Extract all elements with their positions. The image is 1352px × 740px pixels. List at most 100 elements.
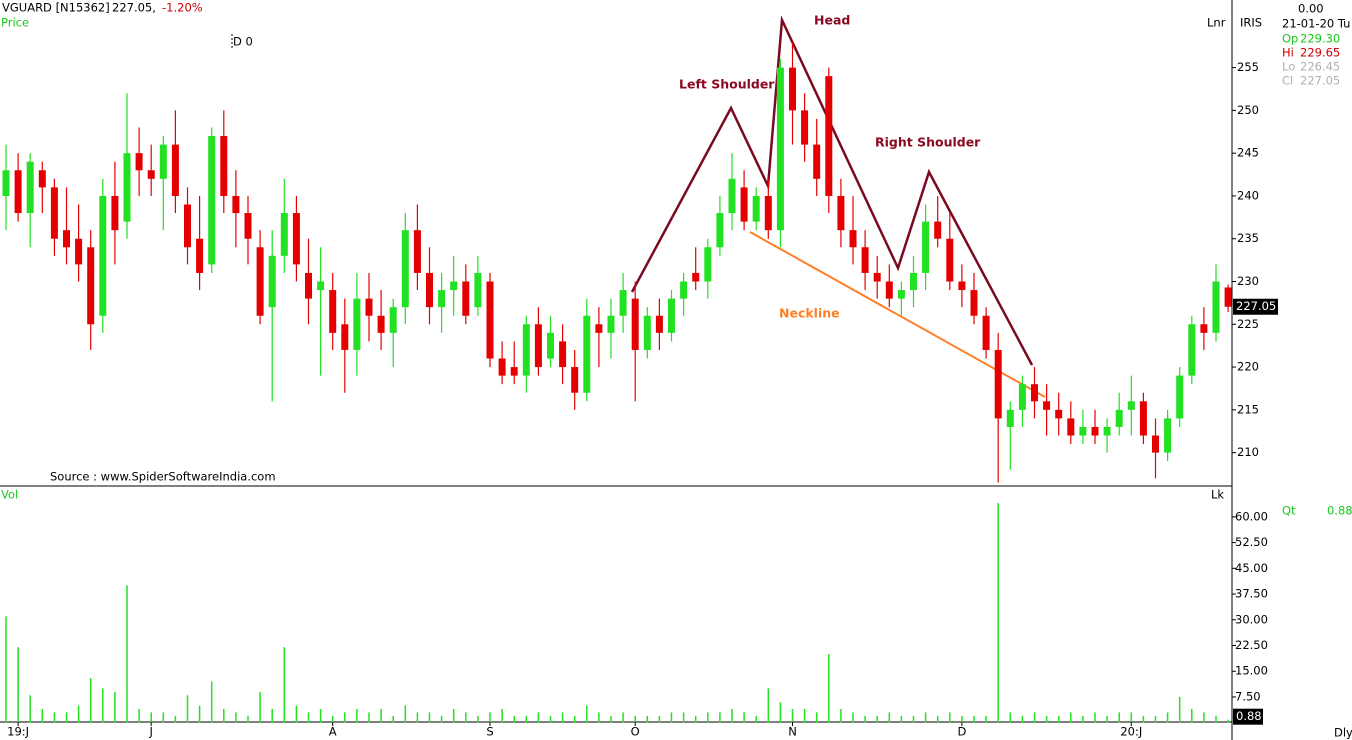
panel-title: IRIS	[1240, 16, 1262, 30]
candle-body	[244, 213, 252, 239]
panel-value: 0.00	[1298, 2, 1324, 16]
y-tick-label: 250	[1237, 103, 1259, 117]
x-tick-label: J	[148, 725, 152, 739]
candle-body	[607, 315, 615, 333]
candle-body	[643, 315, 651, 350]
y-tick-label: 210	[1237, 445, 1259, 459]
candle-body	[873, 272, 881, 282]
candle-body	[99, 195, 107, 316]
pattern-line	[630, 15, 1034, 366]
candle-body	[232, 195, 240, 214]
candle-body	[256, 247, 264, 316]
candle-body	[668, 298, 675, 333]
candle-body	[1188, 324, 1196, 376]
candle-body	[75, 238, 83, 265]
last-volume: 0.88	[1236, 709, 1262, 723]
panel-date: 21-01-20 Tu	[1282, 17, 1350, 31]
last-price-box	[1233, 298, 1278, 315]
candle-body	[1091, 426, 1099, 436]
candle-body	[970, 290, 978, 316]
last-volume-box	[1233, 708, 1263, 725]
candle-body	[776, 67, 784, 231]
candle-body	[885, 281, 893, 299]
annotation: Neckline	[779, 306, 840, 321]
candle-body	[1224, 287, 1232, 307]
y-tick-label: 240	[1237, 188, 1259, 202]
candle-body	[801, 110, 809, 145]
candle-body	[2, 170, 10, 196]
candle-body	[1139, 401, 1147, 436]
price-label: Price	[1, 16, 29, 30]
candle-body	[631, 298, 639, 350]
last-price: 227.05	[1236, 299, 1276, 313]
cursor-label: D 0	[233, 35, 253, 49]
candle-body	[26, 161, 34, 214]
x-tick-label: O	[631, 725, 640, 739]
candle-body	[63, 230, 70, 248]
candle-body	[1164, 418, 1172, 453]
x-tick-label: D	[957, 725, 966, 739]
candle-body	[377, 315, 385, 333]
candle-body	[994, 349, 1002, 419]
volume-label: Vol	[1, 488, 18, 502]
y-tick-label: 7.50	[1235, 689, 1261, 703]
candle-body	[268, 255, 276, 308]
candle-body	[1067, 418, 1075, 436]
candle-body	[825, 76, 833, 196]
candle-body	[655, 315, 663, 333]
candle-body	[329, 290, 337, 333]
y-tick-label: 225	[1237, 317, 1259, 331]
candle-body	[559, 341, 567, 368]
panel-val: 229.30	[1300, 32, 1340, 46]
candle-body	[837, 195, 845, 231]
candle-body	[171, 144, 179, 196]
change: -1.20%	[162, 1, 203, 15]
candle-body	[704, 247, 712, 282]
candle-body	[1115, 409, 1123, 427]
candle-body	[1079, 426, 1087, 436]
y-tick-label: 15.00	[1235, 664, 1268, 678]
candle-body	[728, 178, 736, 214]
candle-body	[716, 213, 724, 248]
y-tick-label: 45.00	[1235, 561, 1268, 575]
candle-body	[317, 281, 325, 291]
candle-body	[87, 247, 95, 325]
candle-body	[619, 290, 627, 316]
candle-body	[547, 332, 554, 359]
y-tick-label: 52.50	[1235, 535, 1268, 549]
panel-key: Op	[1282, 32, 1298, 46]
y-tick-label: 255	[1237, 60, 1259, 74]
candle-body	[752, 195, 760, 222]
qt-label: Qt	[1282, 504, 1296, 518]
candle-body	[1043, 401, 1051, 410]
panel-val: 227.05	[1300, 74, 1340, 88]
candle-body	[934, 221, 942, 239]
candle-body	[897, 290, 905, 299]
candle-body	[522, 324, 530, 376]
candle-body	[861, 247, 869, 273]
candle-body	[1152, 435, 1159, 453]
y-tick-label: 22.50	[1235, 638, 1268, 652]
candle-body	[982, 315, 990, 350]
lock-label: Lk	[1211, 488, 1224, 502]
y-tick-label: 230	[1237, 274, 1259, 288]
candle-body	[389, 307, 397, 333]
candle-body	[946, 238, 954, 282]
candle-body	[1031, 384, 1038, 402]
candle-body	[401, 230, 409, 308]
panel-key: Cl	[1282, 74, 1293, 88]
candle-body	[438, 290, 446, 308]
candle-body	[50, 187, 58, 239]
candle-body	[292, 213, 300, 265]
x-tick-label: 20:J	[1120, 725, 1142, 739]
panel-val: 229.65	[1300, 46, 1340, 60]
y-tick-label: 60.00	[1235, 509, 1268, 523]
source: Source : www.SpiderSoftwareIndia.com	[50, 470, 276, 484]
y-tick-label: 235	[1237, 231, 1259, 245]
x-tick-label: S	[486, 725, 493, 739]
candle-body	[849, 230, 857, 248]
candle-body	[413, 230, 421, 273]
candle-body	[38, 170, 46, 188]
x-tick-label: A	[329, 725, 337, 739]
candle-body	[365, 298, 373, 316]
